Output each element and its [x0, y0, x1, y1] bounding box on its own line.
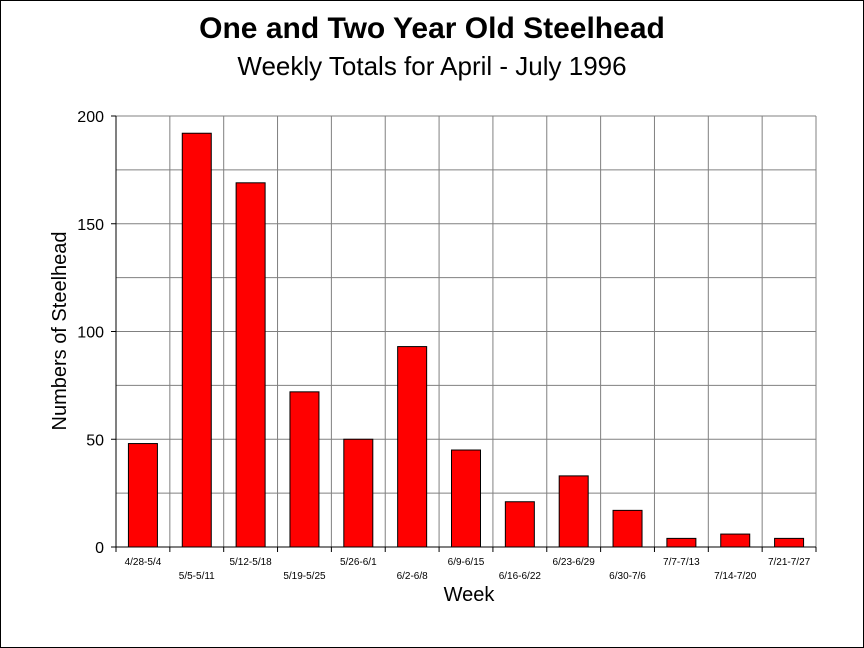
- bar-9: [612, 509, 643, 548]
- tick-labels: 0 50 100 150 200 4/28-5/4 5/5-5/11 5/12-5/18 5/1…: [77, 109, 810, 582]
- bar-2: [235, 182, 266, 548]
- bar-4: [343, 438, 374, 548]
- bar-6: [451, 449, 481, 548]
- bar-11: [720, 533, 751, 548]
- x-tick-label-2: 5/12-5/18: [229, 557, 272, 568]
- x-tick-label-0: 4/28-5/4: [125, 557, 162, 568]
- y-tick-label-1: 50: [86, 432, 104, 449]
- bar-3: [289, 391, 320, 548]
- y-tick-label-4: 200: [77, 109, 104, 126]
- chart-title: One and Two Year Old Steelhead: [199, 12, 665, 45]
- bar-12: [774, 537, 805, 548]
- bar-1: [181, 132, 212, 548]
- bar-0: [127, 443, 158, 548]
- y-tick-label-0: 0: [95, 540, 104, 557]
- bar-8: [558, 475, 589, 548]
- x-tick-label-5: 6/2-6/8: [397, 571, 429, 582]
- x-tick-label-4: 5/26-6/1: [340, 557, 377, 568]
- x-tick-label-9: 6/30-7/6: [609, 571, 646, 582]
- bar-10: [666, 537, 697, 548]
- y-tick-label-3: 150: [77, 217, 104, 234]
- x-tick-label-6: 6/9-6/15: [448, 557, 485, 568]
- y-axis-title: Numbers of Steelhead: [49, 231, 71, 430]
- axes: [111, 115, 817, 552]
- x-tick-label-7: 6/16-6/22: [499, 571, 542, 582]
- chart-subtitle: Weekly Totals for April - July 1996: [237, 51, 626, 81]
- x-tick-label-1: 5/5-5/11: [179, 571, 215, 582]
- x-tick-label-12: 7/21-7/27: [768, 557, 811, 568]
- x-axis-title: Week: [444, 584, 496, 606]
- y-tick-label-2: 100: [77, 325, 104, 342]
- bar-7: [504, 501, 535, 548]
- x-tick-label-8: 6/23-6/29: [553, 557, 596, 568]
- x-tick-label-10: 7/7-7/13: [663, 557, 700, 568]
- x-tick-label-11: 7/14-7/20: [714, 571, 757, 582]
- bar-5: [397, 346, 428, 548]
- x-tick-label-3: 5/19-5/25: [283, 571, 326, 582]
